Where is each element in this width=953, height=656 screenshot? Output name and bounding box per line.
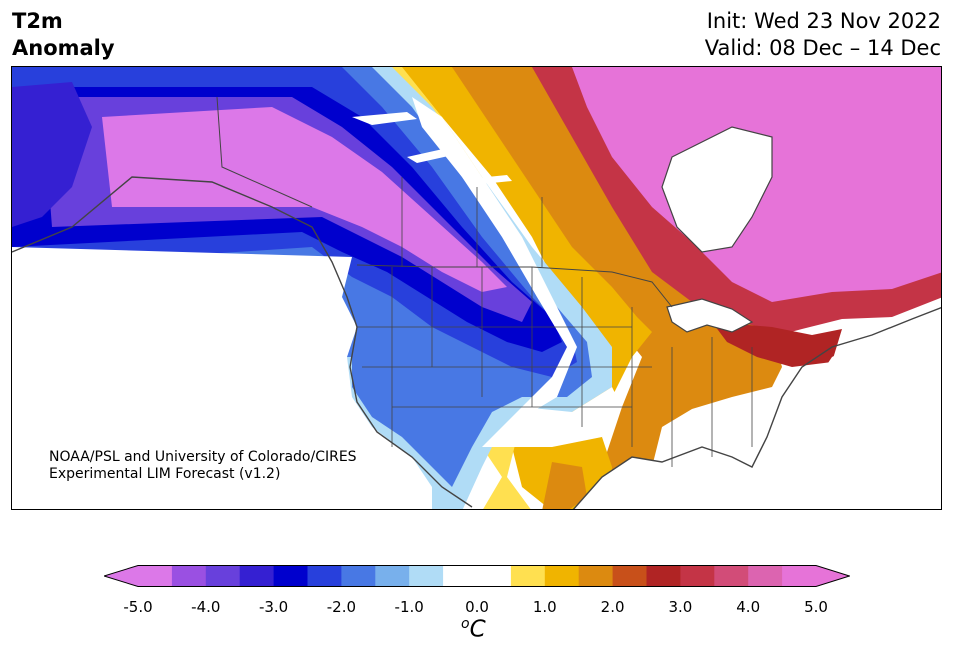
field-warm-darkred	[712, 322, 842, 367]
field-cold-violet	[102, 107, 507, 292]
field-neutral-band	[412, 97, 577, 412]
colorbar-cell	[646, 565, 681, 587]
coastline	[12, 176, 941, 509]
colorbar-tick-label: -2.0	[326, 598, 357, 616]
field-warm-orange	[452, 67, 782, 487]
anomaly-map	[11, 66, 942, 510]
credit-line-2: Experimental LIM Forecast (v1.2)	[49, 466, 281, 482]
colorbar-tick-label: 3.0	[668, 598, 693, 616]
great-lakes	[666, 298, 754, 333]
colorbar-cell	[748, 565, 783, 587]
colorbar-cell	[409, 565, 444, 587]
credit-line-1: NOAA/PSL and University of Colorado/CIRE…	[49, 449, 357, 465]
colorbar-extend-low	[104, 565, 138, 587]
colorbar-cell	[307, 565, 342, 587]
colorbar-cell	[544, 565, 580, 587]
atlantic-ocean	[792, 317, 941, 437]
colorbar-extend-high	[816, 565, 850, 587]
colorbar-cell	[612, 565, 647, 587]
colorbar-cell	[205, 565, 241, 587]
colorbar-tick-label: -1.0	[394, 598, 424, 616]
colorbar-cell	[680, 565, 715, 587]
colorbar-tick-label: 0.0	[465, 598, 489, 616]
field-cold-alaska-west	[12, 82, 92, 227]
anomaly-label: Anomaly	[12, 36, 115, 60]
variable-label: T2m	[12, 9, 63, 33]
colorbar-cell	[714, 565, 749, 587]
country-border	[216, 96, 673, 308]
colorbar-tick-label: -4.0	[191, 598, 221, 616]
colorbar-cell	[375, 565, 410, 587]
colorbar-tick-label: 4.0	[736, 598, 761, 616]
state-borders	[357, 177, 753, 467]
date-info: Init: Wed 23 Nov 2022 Valid: 08 Dec – 14…	[705, 8, 941, 62]
unit-label: oC	[461, 616, 486, 643]
init-date: Init: Wed 23 Nov 2022	[706, 9, 941, 33]
chart-title: T2m Anomaly	[12, 8, 115, 62]
colorbar-tick-label: -3.0	[258, 598, 289, 616]
gulf-of-mexico	[573, 427, 941, 509]
colorbar-cell	[443, 565, 478, 587]
unit-degree: o	[461, 616, 470, 632]
colorbar-cell	[341, 565, 376, 587]
colorbar-cell	[477, 565, 512, 587]
field-gulf-orange	[542, 462, 587, 509]
map-canvas	[12, 67, 941, 509]
colorbar-cell	[510, 565, 546, 587]
colorbar-cell	[782, 565, 817, 587]
jet-streaks	[352, 112, 512, 185]
colorbar-tick-label: 5.0	[804, 598, 828, 616]
colorbar	[104, 565, 850, 587]
valid-range: Valid: 08 Dec – 14 Dec	[704, 36, 941, 60]
colorbar-cell	[578, 565, 613, 587]
colorbar-cell	[239, 565, 274, 587]
field-neutral-south	[482, 387, 622, 447]
hudson-bay	[661, 126, 773, 253]
colorbar-tick-label: -5.0	[123, 598, 153, 616]
colorbar-cell	[171, 565, 207, 587]
colorbar-tick-label: 1.0	[532, 598, 557, 616]
colorbar-ticks: -5.0 -4.0 -3.0 -2.0 -1.0 0.0 1.0 2.0 3.0 4.0 5.0	[0, 598, 953, 618]
colorbar-cells	[104, 565, 850, 587]
colorbar-tick-label: 2.0	[600, 598, 625, 616]
pacific-ocean	[12, 247, 432, 509]
unit-celsius: C	[469, 616, 486, 643]
colorbar-cell	[138, 565, 173, 587]
colorbar-cell	[273, 565, 308, 587]
forecast-credit: NOAA/PSL and University of Colorado/CIRE…	[49, 449, 357, 483]
colorbar-outline	[104, 565, 850, 587]
